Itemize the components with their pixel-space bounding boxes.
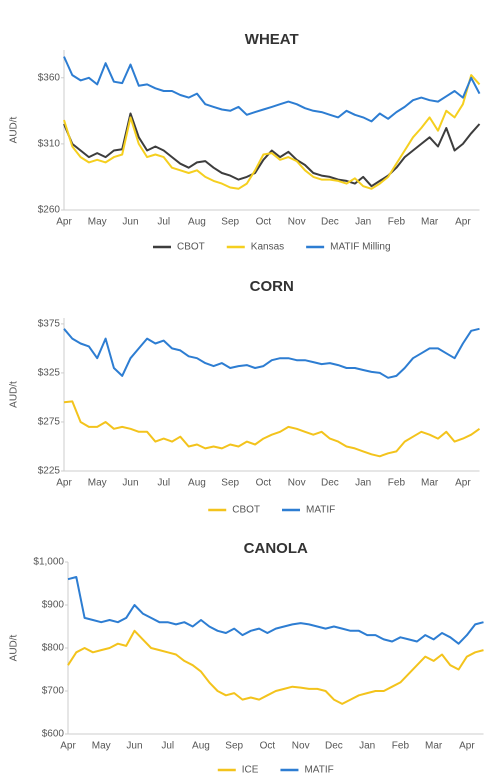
x-tick-label: Jun [126, 741, 142, 752]
x-tick-label: Jun [122, 478, 138, 489]
x-tick-label: Jan [355, 217, 371, 228]
x-tick-label: Nov [288, 217, 306, 228]
legend-label: MATIF [304, 765, 333, 776]
legend-item: Kansas [226, 242, 284, 253]
x-tick-label: Apr [455, 217, 471, 228]
series-line [67, 576, 484, 645]
chart: CANOLA $600 $700 $800 $900 $1,000 Apr May Jun Jul… [9, 540, 484, 776]
x-tick-label: Apr [455, 478, 471, 489]
x-tick-label: Sep [221, 217, 239, 228]
x-tick-label: Jul [157, 217, 170, 228]
x-tick-label: Apr [56, 217, 72, 228]
y-tick-label: $225 [38, 466, 61, 477]
y-tick-label: $275 [38, 417, 61, 428]
x-tick-label: Nov [292, 741, 310, 752]
x-tick-label: Nov [288, 478, 306, 489]
legend-label: Kansas [251, 242, 284, 253]
x-tick-label: Sep [225, 741, 243, 752]
y-axis-label: AUD/t [9, 116, 20, 143]
y-tick-label: $900 [42, 600, 65, 611]
series-line [63, 400, 481, 458]
y-axis-label: AUD/t [9, 634, 20, 661]
legend-item: MATIF [280, 765, 334, 776]
x-tick-label: May [88, 478, 107, 489]
x-tick-label: Feb [388, 478, 406, 489]
x-tick-label: Oct [256, 217, 272, 228]
x-tick-label: Jun [122, 217, 138, 228]
legend-item: CBOT [208, 505, 260, 516]
legend-label: CBOT [232, 505, 260, 516]
y-tick-label: $800 [42, 643, 65, 654]
legend-label: MATIF Milling [330, 242, 390, 253]
legend-item: MATIF [282, 505, 335, 516]
x-tick-label: Oct [256, 478, 272, 489]
y-tick-label: $1,000 [33, 557, 64, 568]
x-tick-label: Apr [60, 741, 76, 752]
legend-label: MATIF [306, 505, 335, 516]
x-tick-label: Dec [321, 478, 339, 489]
x-tick-label: Dec [325, 741, 343, 752]
series-line [67, 629, 484, 705]
series-line [63, 56, 481, 123]
legend-label: CBOT [177, 242, 205, 253]
y-tick-label: $375 [38, 319, 61, 330]
chart: WHEAT $260 $310 $360 Apr May Jun Jul Aug Sep Oct No… [9, 31, 481, 253]
chart-title: CANOLA [244, 540, 308, 557]
series-line [63, 74, 481, 190]
x-tick-label: Mar [421, 217, 439, 228]
x-tick-label: Jan [359, 741, 375, 752]
chart: CORN $225 $275 $325 $375 Apr May Jun Jul Aug Sep Oc… [9, 278, 481, 516]
x-tick-label: Aug [188, 217, 206, 228]
chart-title: CORN [250, 278, 294, 295]
y-tick-label: $700 [42, 686, 65, 697]
legend-item: CBOT [152, 242, 205, 253]
series-line [63, 327, 480, 379]
y-tick-label: $260 [38, 205, 61, 216]
x-tick-label: Mar [425, 741, 443, 752]
legend: ICE MATIF [217, 765, 334, 776]
x-tick-label: Aug [192, 741, 210, 752]
x-tick-label: Mar [421, 478, 439, 489]
legend-label: ICE [242, 765, 259, 776]
legend-item: ICE [217, 765, 259, 776]
y-tick-label: $360 [38, 72, 61, 83]
x-tick-label: Apr [459, 741, 475, 752]
legend: CBOT Kansas MATIF Milling [152, 242, 391, 253]
legend: CBOT MATIF [208, 505, 335, 516]
x-tick-label: Dec [321, 217, 339, 228]
x-tick-label: Sep [221, 478, 239, 489]
x-tick-label: Jul [161, 741, 174, 752]
series-line [63, 112, 481, 188]
x-tick-label: May [92, 741, 111, 752]
y-tick-label: $325 [38, 368, 61, 379]
x-tick-label: Jul [157, 478, 170, 489]
y-tick-label: $600 [42, 729, 65, 740]
y-tick-label: $310 [38, 139, 61, 150]
legend-item: MATIF Milling [306, 242, 391, 253]
x-tick-label: Feb [388, 217, 406, 228]
y-axis-label: AUD/t [9, 381, 20, 408]
chart-title: WHEAT [245, 31, 299, 48]
x-tick-label: Jan [355, 478, 371, 489]
x-tick-label: Aug [188, 478, 206, 489]
x-tick-label: Feb [392, 741, 410, 752]
x-tick-label: Apr [56, 478, 72, 489]
x-tick-label: Oct [260, 741, 276, 752]
x-tick-label: May [88, 217, 107, 228]
